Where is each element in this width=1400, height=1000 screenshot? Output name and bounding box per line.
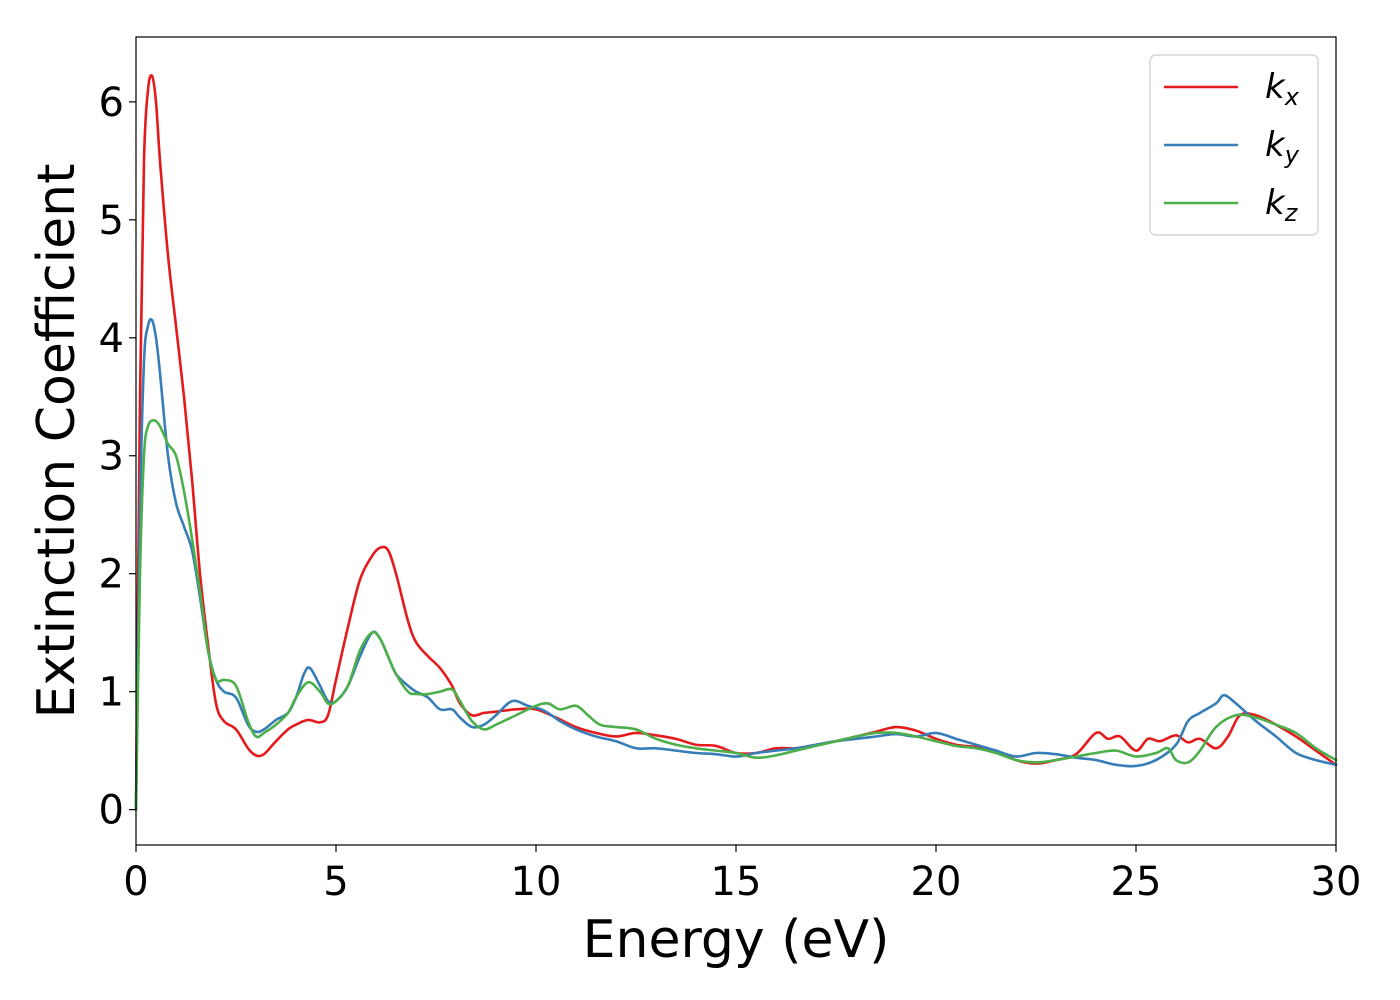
series-layer [134,74,1338,811]
legend: kx ky kz [1149,54,1319,236]
y-tick-label: 4 [99,316,124,362]
y-tick-label: 2 [99,552,124,598]
legend-label-ky: ky [1265,125,1300,169]
y-tick-label: 1 [99,670,124,716]
x-tick-label: 30 [1311,859,1362,905]
x-tick-label: 15 [711,859,762,905]
y-tick-label: 0 [99,788,124,834]
x-tick-label: 10 [511,859,562,905]
y-tick-label: 6 [99,80,124,126]
series-line-ky [134,317,1338,811]
x-tick-label: 20 [911,859,962,905]
y-axis-title: Extinction Coefficient [27,164,87,719]
x-axis-title: Energy (eV) [583,910,890,970]
legend-label-kz: kz [1265,183,1299,227]
y-tick-label: 3 [99,434,124,480]
legend-label-kx: kx [1265,67,1300,111]
x-tick-label: 0 [123,859,148,905]
x-tick-label: 5 [323,859,348,905]
y-axis: 0 1 2 3 4 5 6 [99,80,136,834]
y-tick-label: 5 [99,198,124,244]
series-line-kz [134,419,1338,811]
x-tick-label: 25 [1111,859,1162,905]
x-axis: 0 5 10 15 20 25 30 [123,845,1361,905]
